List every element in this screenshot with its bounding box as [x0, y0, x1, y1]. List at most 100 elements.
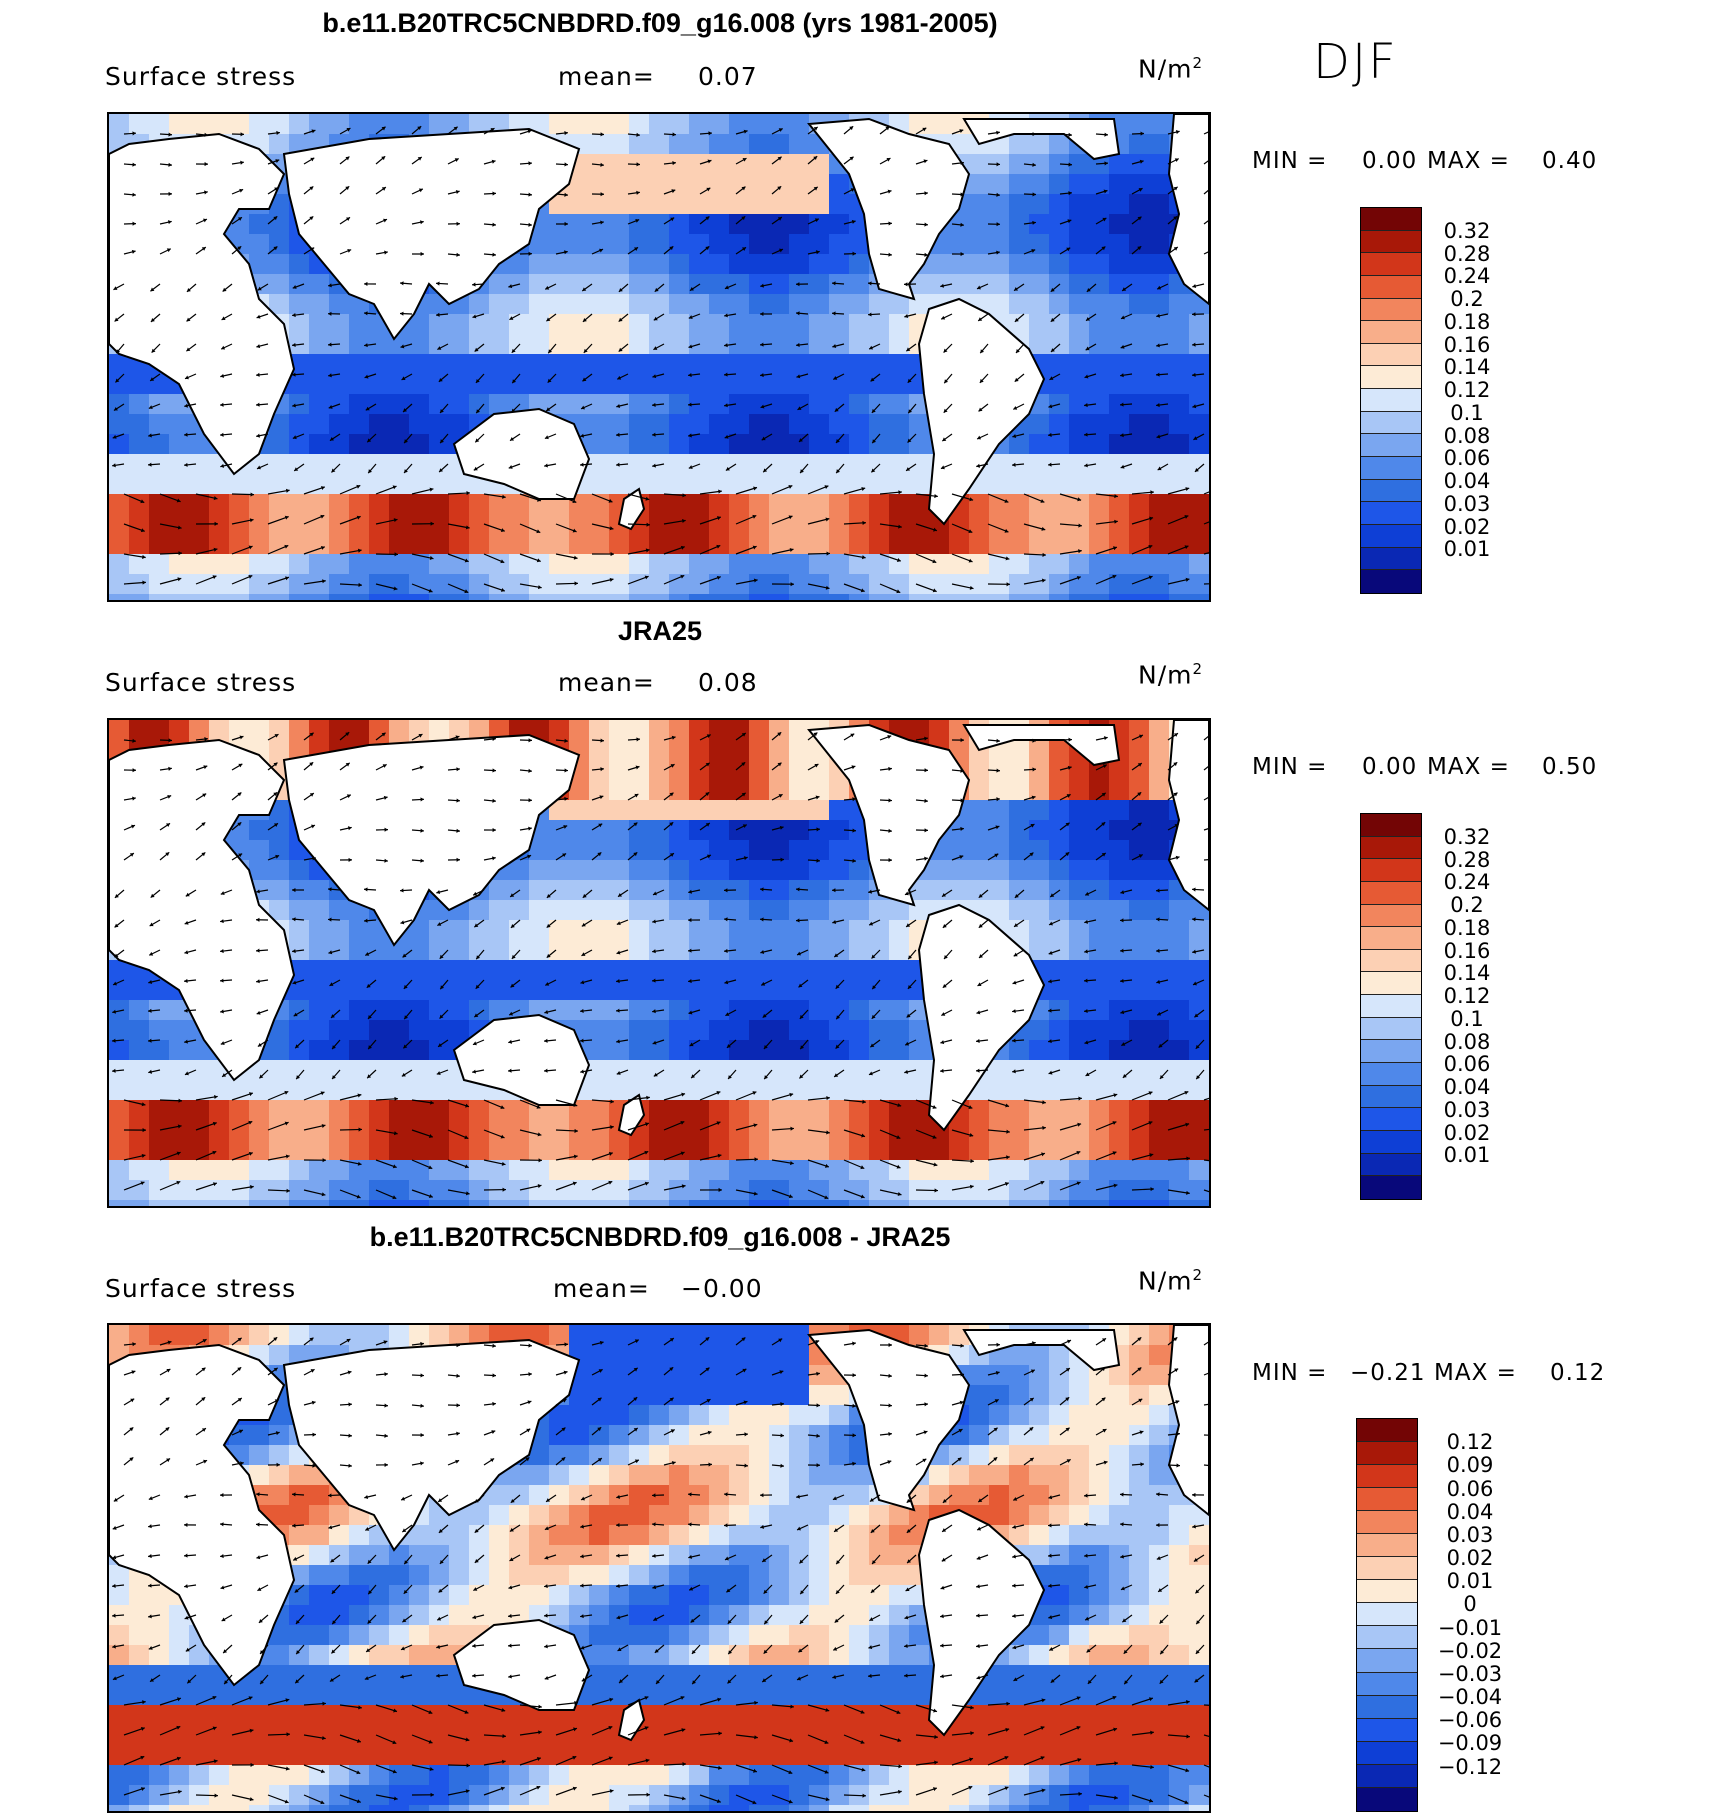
- stress-field-cell: [589, 1505, 610, 1526]
- stress-field-cell: [189, 1665, 210, 1686]
- stress-field-cell: [909, 1685, 930, 1706]
- stress-field-cell: [649, 1605, 670, 1626]
- stress-field-cell: [989, 880, 1010, 901]
- stress-field-cell: [1089, 1505, 1110, 1526]
- stress-vector-arrow: [1194, 1009, 1205, 1018]
- stress-field-cell: [1089, 174, 1110, 195]
- stress-vector-arrow: [1059, 132, 1073, 137]
- stress-field-cell: [189, 534, 210, 555]
- stress-field-cell: [349, 1000, 370, 1021]
- stress-field-cell: [289, 1665, 310, 1686]
- colorbar-swatch: [1361, 904, 1421, 928]
- stress-field-cell: [549, 1160, 570, 1181]
- stress-vector-arrow: [435, 312, 449, 317]
- stress-field-cell: [409, 1685, 430, 1706]
- stress-field-cell: [1089, 354, 1110, 375]
- stress-field-cell: [489, 1160, 510, 1181]
- stress-vector-arrow: [663, 735, 676, 741]
- stress-vector-arrow: [231, 545, 253, 555]
- stress-field-cell: [389, 1685, 410, 1706]
- stress-field-cell: [969, 174, 990, 195]
- stress-field-cell: [369, 594, 390, 600]
- stress-field-cell: [349, 1685, 370, 1706]
- stress-field-cell: [629, 1405, 650, 1426]
- stress-field-cell: [429, 1585, 450, 1606]
- stress-field-cell: [349, 454, 370, 475]
- stress-field-cell: [709, 454, 730, 475]
- stress-field-cell: [1109, 1405, 1130, 1426]
- stress-field-cell: [689, 1120, 710, 1141]
- stress-field-cell: [129, 1040, 150, 1061]
- stress-vector-arrow: [833, 373, 845, 380]
- stress-vector-arrow: [879, 553, 902, 562]
- stress-field-cell: [829, 434, 850, 455]
- stress-vector-arrow: [411, 797, 425, 802]
- stress-field-cell: [369, 1665, 390, 1686]
- stress-field-cell: [889, 1625, 910, 1646]
- stress-field-cell: [849, 474, 870, 495]
- stress-vector-arrow: [483, 1129, 505, 1139]
- stress-field-cell: [1169, 920, 1190, 941]
- colorbar-swatch: [1361, 995, 1421, 1018]
- stress-field-cell: [729, 1525, 750, 1546]
- stress-field-cell: [269, 880, 290, 901]
- stress-field-cell: [529, 1140, 550, 1161]
- stress-field-cell: [229, 214, 250, 235]
- stress-field-cell: [369, 960, 390, 981]
- stress-vector-arrow: [1131, 734, 1144, 741]
- stress-field-cell: [389, 1180, 410, 1201]
- stress-vector-arrow: [939, 1068, 953, 1073]
- stress-field-cell: [1169, 1565, 1190, 1586]
- stress-field-cell: [409, 1040, 430, 1061]
- stress-vector-arrow: [771, 1189, 793, 1199]
- stress-field-cell: [289, 1685, 310, 1706]
- stress-field-cell: [529, 1180, 550, 1201]
- stress-field-cell: [589, 1725, 610, 1746]
- stress-field-cell: [609, 414, 630, 435]
- stress-vector-arrow: [255, 402, 269, 407]
- stress-field-cell: [1009, 880, 1030, 901]
- stress-field-cell: [889, 1040, 910, 1061]
- stress-vector-arrow: [399, 888, 413, 893]
- continent-outline: [917, 297, 1046, 526]
- stress-vector-arrow: [292, 312, 305, 318]
- stress-field-cell: [709, 820, 730, 841]
- stress-field-cell: [909, 880, 930, 901]
- stress-field-cell: [689, 780, 710, 801]
- stress-field-cell: [1169, 1705, 1190, 1726]
- stress-vector-arrow: [581, 949, 593, 957]
- stress-field-cell: [169, 494, 190, 515]
- stress-vector-arrow: [762, 463, 773, 473]
- stress-vector-arrow: [483, 191, 497, 196]
- stress-field-cell: [729, 1465, 750, 1486]
- stress-field-cell: [769, 534, 790, 555]
- stress-field-cell: [429, 514, 450, 535]
- stress-vector-arrow: [1084, 1039, 1097, 1045]
- stress-field-cell: [109, 1645, 130, 1666]
- stress-field-cell: [789, 1040, 810, 1061]
- stress-field-cell: [1029, 154, 1050, 175]
- stress-vector-arrow: [472, 1069, 485, 1074]
- stress-field-cell: [709, 780, 730, 801]
- stress-field-cell: [349, 960, 370, 981]
- stress-field-cell: [969, 1465, 990, 1486]
- stress-vector-arrow: [807, 155, 818, 165]
- stress-field-cell: [389, 1645, 410, 1666]
- stress-field-cell: [309, 314, 330, 335]
- stress-field-cell: [1069, 314, 1090, 335]
- stress-field-cell: [1189, 1020, 1209, 1041]
- stress-field-cell: [449, 980, 470, 1001]
- stress-field-cell: [1049, 534, 1070, 555]
- stress-field-cell: [529, 594, 550, 600]
- stress-field-cell: [549, 800, 570, 821]
- stress-vector-arrow: [615, 1008, 629, 1013]
- stress-vector-arrow: [843, 858, 857, 863]
- stress-field-cell: [649, 800, 670, 821]
- stress-field-cell: [1089, 1525, 1110, 1546]
- stress-field-cell: [949, 134, 970, 155]
- stress-field-cell: [269, 1505, 290, 1526]
- stress-vector-arrow: [303, 157, 315, 165]
- stress-field-cell: [409, 960, 430, 981]
- stress-field-cell: [889, 454, 910, 475]
- panel-3-mean-value: −0.00: [681, 1274, 763, 1303]
